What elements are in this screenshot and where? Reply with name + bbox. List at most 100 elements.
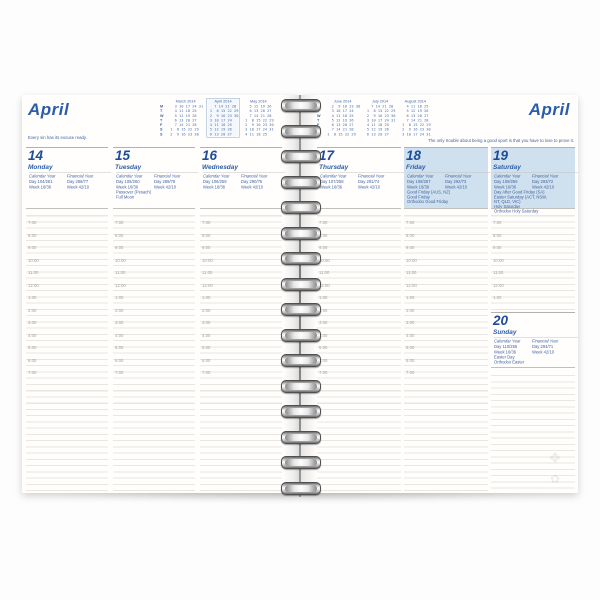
time-label: 4:00 [202,332,211,338]
time-label: 3:00 [28,320,37,325]
mini-calendar-week-row: 1 8 15 22 29 [242,117,274,123]
calendar-year-stats: Calendar Year Day 104/261 Week 16/36 [29,174,67,190]
mini-calendar-week-row: 2 9 16 23 30 [168,131,199,137]
schedule-lines: 7:00 8:00 9:00 10:00 11:00 12:00 1:00 2:00 3:00 4… [404,210,488,492]
mini-calendar: March 2014 3 10 17 24 31 4 11 18 25 5 12… [168,99,203,137]
mini-calendar-week-row: 7 14 21 28 [364,104,394,109]
time-label: 4:00 [115,332,124,338]
calendar-year-label: Calendar Year [494,338,521,344]
financial-year-label: Financial Year [445,173,472,179]
time-label: 9:00 [28,245,37,250]
time-label: 7:00 [319,220,328,225]
day-header-saturday: 19 Saturday Calendar Year Day 109/256 Week 1… [491,147,578,214]
mini-calendar-week-row: 3 10 17 24 [325,108,354,114]
day-number: 16 [202,148,218,163]
calendar-day-count: Day 108/257 [407,178,431,184]
mini-calendar-title: June 2014 [333,99,352,104]
time-label: 12:00 [115,282,126,288]
time-label: 3:00 [115,320,124,325]
time-label: 7:00 [406,220,415,225]
financial-year-stats: Financial Year Day 289/76 Week 42/10 [154,174,198,190]
schedule-lines: 7:00 8:00 9:00 10:00 11:00 12:00 1:00 2:00 3:00 4… [113,210,195,492]
day-stats: Calendar Year Day 107/258 Week 16/36 Financ… [320,172,404,190]
mini-calendar-title: April 2014 [214,99,232,104]
mini-calendar-group: M T W T F S S March 2014 3 10 17 24 31 4 … [160,97,296,138]
day-column-saturday: 19 Saturday Calendar Year Day 109/256 Week 1… [491,147,578,492]
day-name: Wednesday [202,163,239,171]
spiral-coil [281,277,321,291]
time-label: 4:00 [319,332,328,338]
time-label: 11:00 [319,270,330,275]
calendar-week-count: Week 16/36 [116,184,139,190]
spiral-coil [281,456,321,469]
mini-calendar-week-row: 2 9 16 23 30 [242,122,274,128]
mini-calendar-week-row: 6 13 20 27 [325,122,354,128]
mini-calendar-week-row: 2 9 16 23 30 [207,113,239,118]
day-number: 17 [319,148,335,163]
day-header-thursday: 17 Thursday Calendar Year Day 107/258 Week 1… [317,147,404,209]
financial-year-stats: Financial Year Day 294/71 Week 42/10 [532,339,578,355]
time-label: 11:00 [202,270,213,275]
mini-calendar: August 2014 4 11 18 25 5 12 19 26 6 13 2… [400,99,431,137]
mini-calendar-week-row: 6 13 20 27 [364,131,389,137]
day-stats: Calendar Year Day 110/255 Week 16/36 Financ… [494,337,578,355]
financial-year-stats: Financial Year Day 293/72 Week 42/10 [532,174,578,190]
schedule-lines: 7:00 8:00 9:00 10:00 11:00 12:00 1:00 2:00 3:00 4… [26,210,108,492]
calendar-day-count: Day 107/258 [320,178,344,184]
time-label: 5:00 [28,345,37,350]
time-label: 8:00 [493,232,502,238]
mini-calendar-title: August 2014 [404,99,426,104]
column-top-rule [200,147,282,148]
calendar-year-stats: Calendar Year Day 106/259 Week 16/36 [203,174,241,190]
quote-right: The only trouble about being a good spor… [428,138,574,143]
time-label: 7:00 [115,370,124,375]
day-header-sunday: 20 Sunday Calendar Year Day 110/255 Week 16/… [491,312,578,368]
time-label: 5:00 [406,345,415,350]
page-gutter [299,95,301,497]
spiral-coil [281,328,321,342]
day-name: Friday [406,163,426,171]
time-label: 5:00 [319,345,328,350]
mini-calendar-week-row: 5 12 19 26 [242,104,272,109]
calendar-day-count: Day 110/255 [494,343,518,349]
time-label: 10:00 [115,257,126,263]
time-label: 12:00 [406,282,417,288]
mini-calendar: April 2014 7 14 21 28 1 8 15 22 29 2 9 1… [206,97,240,138]
time-label: 9:00 [319,245,328,250]
day-name: Tuesday [115,163,142,171]
spiral-coil [281,430,321,444]
day-column-tuesday: 15 Tuesday Calendar Year Day 105/260 Week 16… [113,147,198,492]
mini-calendar-week-row: 7 14 21 28 [399,117,429,123]
financial-day-count: Day 290/75 [241,178,263,184]
day-name: Saturday [493,163,521,171]
time-label: 10:00 [202,257,213,263]
time-label: 12:00 [202,282,213,288]
mini-calendar-week-row: 2 9 16 23 30 [399,127,431,132]
calendar-year-label: Calendar Year [29,173,56,179]
financial-week-count: Week 42/10 [445,184,468,190]
calendar-year-stats: Calendar Year Day 105/260 Week 16/36 [116,174,154,190]
financial-week-count: Week 42/10 [241,184,264,190]
calendar-year-stats: Calendar Year Day 109/256 Week 16/36 [494,174,532,190]
time-label: 1:00 [28,295,37,300]
time-label: 1:00 [115,295,124,300]
time-label: 7:00 [493,220,502,225]
time-label: 1:00 [406,295,415,300]
time-label: 8:00 [406,232,415,238]
time-label: 8:00 [319,232,328,238]
calendar-week-count: Week 16/36 [29,184,52,190]
financial-year-label: Financial Year [358,173,385,179]
calendar-year-label: Calendar Year [407,173,434,179]
financial-year-stats: Financial Year Day 290/75 Week 42/10 [241,174,285,190]
column-divider-rule [404,208,488,209]
time-label: 2:00 [202,307,211,313]
spiral-coil [281,354,321,367]
time-label: 6:00 [202,357,211,363]
column-divider-rule [317,208,401,209]
mini-calendar-week-row: 4 11 18 25 [168,108,197,114]
calendar-year-label: Calendar Year [203,173,230,179]
time-label: 11:00 [115,270,126,275]
column-divider-rule [113,208,195,209]
time-label: 7:00 [406,370,415,375]
